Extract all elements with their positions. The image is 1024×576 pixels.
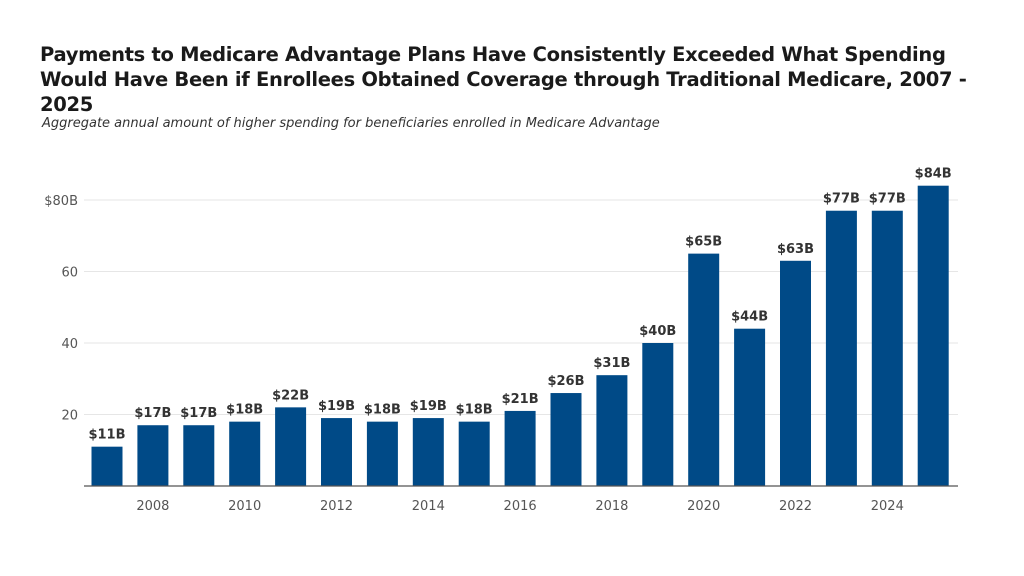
x-tick-label: 2020 (687, 499, 720, 514)
data-label: $17B (134, 406, 171, 421)
data-label: $19B (410, 399, 447, 414)
data-label: $18B (226, 403, 263, 418)
bar-2019 (642, 343, 674, 486)
bar-2015 (458, 421, 490, 486)
bar-2009 (183, 425, 215, 486)
bar-2008 (137, 425, 169, 486)
data-label: $84B (915, 167, 952, 182)
data-label: $22B (272, 388, 309, 403)
data-label: $31B (593, 356, 630, 371)
data-label: $17B (180, 406, 217, 421)
x-tick-label: 2010 (228, 499, 261, 514)
x-tick-label: 2014 (412, 499, 445, 514)
chart-subtitle: Aggregate annual amount of higher spendi… (42, 116, 660, 131)
data-label: $77B (869, 192, 906, 207)
bar-2007 (91, 446, 123, 486)
y-tick-label: 20 (61, 409, 78, 424)
x-tick-label: 2018 (595, 499, 628, 514)
data-label: $40B (639, 324, 676, 339)
data-label: $44B (731, 310, 768, 325)
data-label: $21B (502, 392, 539, 407)
bar-2020 (688, 253, 720, 486)
data-label: $18B (364, 403, 401, 418)
x-tick-label: 2022 (779, 499, 812, 514)
bar-2017 (550, 393, 582, 486)
data-label: $19B (318, 399, 355, 414)
bar-2014 (412, 418, 444, 486)
chart-title: Payments to Medicare Advantage Plans Hav… (40, 43, 967, 116)
x-tick-label: 2016 (504, 499, 537, 514)
data-label: $18B (456, 403, 493, 418)
data-label: $26B (547, 374, 584, 389)
bar-2025 (917, 185, 949, 486)
y-tick-label: $80B (44, 194, 78, 209)
data-label: $77B (823, 192, 860, 207)
bar-2013 (366, 421, 398, 486)
x-tick-label: 2008 (136, 499, 169, 514)
bar-2011 (275, 407, 307, 486)
bar-2021 (734, 328, 766, 486)
bar-2010 (229, 421, 261, 486)
data-label: $63B (777, 242, 814, 257)
data-label: $65B (685, 235, 722, 250)
bar-2018 (596, 375, 628, 486)
x-tick-label: 2024 (871, 499, 904, 514)
data-label: $11B (88, 428, 125, 443)
y-tick-label: 40 (61, 337, 78, 352)
bar-2016 (504, 410, 536, 486)
y-tick-label: 60 (61, 266, 78, 281)
bar-2023 (825, 210, 857, 486)
bar-2012 (321, 418, 352, 486)
bar-2022 (780, 260, 811, 486)
bar-2024 (871, 210, 903, 486)
x-tick-label: 2012 (320, 499, 353, 514)
